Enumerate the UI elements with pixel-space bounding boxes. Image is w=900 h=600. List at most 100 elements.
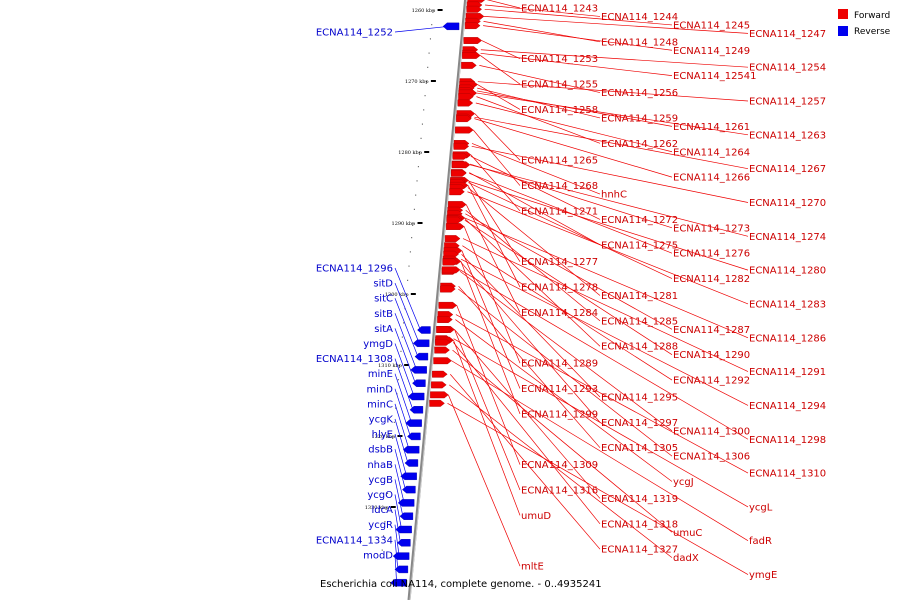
reverse-leader-line: [394, 328, 416, 384]
axis-minor-tick: [417, 166, 419, 168]
reverse-feature-arrow: [407, 392, 425, 401]
reverse-leader-line: [394, 298, 419, 357]
legend-swatch-reverse: [838, 26, 848, 36]
reverse-leader-line: [394, 494, 402, 530]
forward-leader-line: [454, 329, 601, 499]
reverse-feature-label: ECNA114_1252: [316, 28, 393, 39]
forward-feature-arrow: [438, 301, 458, 309]
forward-feature-label: umuD: [521, 511, 551, 522]
forward-leader-line: [453, 340, 521, 516]
genome-axis-line: [407, 0, 468, 600]
forward-feature-label: ECNA114_1306: [673, 452, 750, 463]
forward-leader-line: [483, 16, 749, 34]
forward-feature-label: ECNA114_1270: [749, 198, 826, 209]
forward-leader-line: [480, 49, 749, 68]
forward-feature-arrow: [451, 161, 471, 169]
reverse-leader-line: [394, 358, 414, 410]
forward-leader-line: [471, 143, 601, 195]
forward-leader-line: [476, 96, 601, 144]
axis-minor-tick: [413, 208, 415, 210]
forward-leader-line: [461, 253, 601, 398]
forward-leader-line: [455, 319, 673, 482]
forward-feature-label: ECNA114_1285: [601, 316, 678, 327]
forward-feature-label: ECNA114_1268: [521, 181, 598, 192]
forward-feature-arrow: [434, 346, 450, 354]
forward-feature-label: fadR: [749, 536, 772, 547]
genome-axis-layer: 1260 kbp 1270 kbp 1280 kbp 1290 kbp 1300 kbp…: [365, 0, 468, 600]
forward-feature-label: mltE: [521, 562, 544, 573]
axis-major-tick: [410, 293, 416, 295]
forward-feature-label: ECNA114_1244: [601, 12, 678, 23]
reverse-feature-arrow: [402, 446, 420, 454]
forward-feature-label: ECNA114_1257: [749, 97, 826, 108]
reverse-feature-arrow: [412, 339, 430, 347]
axis-tick-label: 1260 kbp: [412, 8, 436, 14]
forward-feature-label: ECNA114_1248: [601, 37, 678, 48]
legend-label-reverse: Reverse: [854, 27, 891, 37]
forward-leader-line: [452, 349, 673, 533]
forward-feature-arrow: [444, 235, 461, 243]
forward-feature-label: ECNA114_1273: [673, 223, 750, 234]
forward-leader-line: [451, 360, 749, 542]
forward-leader-line: [454, 329, 521, 491]
label-layer: ECNA114_1243ECNA114_1244ECNA114_1245ECNA…: [316, 0, 826, 583]
forward-feature-arrow: [432, 370, 448, 378]
forward-leader-line: [468, 182, 673, 279]
forward-feature-label: ECNA114_1291: [749, 367, 826, 378]
reverse-feature-arrow: [442, 22, 460, 31]
forward-feature-label: ECNA114_1254: [749, 63, 826, 74]
forward-leader-line: [483, 25, 673, 51]
forward-leader-line: [463, 226, 521, 364]
reverse-feature-label: minC: [367, 399, 393, 410]
forward-feature-label: umuC: [673, 528, 702, 539]
forward-leader-line: [474, 118, 673, 178]
forward-feature-arrow: [440, 285, 456, 293]
axis-minor-tick: [395, 407, 397, 409]
forward-feature-label: ECNA114_1278: [521, 283, 598, 294]
axis-minor-tick: [407, 279, 409, 281]
forward-feature-label: ycgL: [749, 502, 773, 513]
axis-major-tick: [417, 222, 423, 224]
reverse-feature-label: sitB: [374, 309, 393, 320]
forward-leader-line: [459, 271, 673, 432]
forward-feature-label: ECNA114_1284: [521, 308, 598, 319]
axis-minor-tick: [387, 492, 389, 494]
forward-feature-label: ECNA114_1299: [521, 409, 598, 420]
reverse-feature-label: ymgD: [363, 339, 393, 350]
forward-leader-line: [470, 155, 601, 220]
forward-leader-line: [485, 4, 601, 17]
genome-caption: Escherichia coli NA114, complete genome.…: [320, 579, 602, 590]
forward-leader-line: [468, 180, 749, 271]
forward-feature-label: ECNA114_1319: [601, 494, 678, 505]
forward-leader-line: [469, 172, 601, 246]
forward-feature-label: ECNA114_1266: [673, 173, 750, 184]
forward-feature-label: ECNA114_1274: [749, 232, 826, 243]
reverse-feature-label: ECNA114_1308: [316, 354, 393, 365]
forward-feature-label: ECNA114_1289: [521, 359, 598, 370]
forward-leader-line: [453, 342, 601, 525]
axis-tick-label: 1270 kbp: [405, 79, 429, 85]
forward-leader-line: [469, 172, 673, 254]
reverse-leader-line: [394, 418, 409, 464]
forward-leader-line: [471, 145, 749, 203]
forward-feature-label: ECNA114_1262: [601, 139, 678, 150]
axis-minor-tick: [405, 294, 407, 295]
axis-major-tick: [430, 80, 436, 82]
reverse-feature-arrow: [412, 379, 426, 387]
forward-leader-line: [465, 209, 601, 322]
forward-leader-line: [476, 90, 673, 127]
forward-feature-arrow: [430, 391, 449, 399]
forward-feature-label: ECNA114_1297: [601, 418, 678, 429]
forward-feature-arrow: [437, 316, 453, 323]
reverse-feature-label: ECNA114_1296: [316, 264, 393, 275]
forward-leader-line: [458, 285, 601, 448]
reverse-leader-line: [394, 282, 420, 344]
forward-feature-label: ECNA114_1258: [521, 105, 598, 116]
axis-minor-tick: [381, 549, 383, 551]
axis-minor-tick: [432, 10, 434, 11]
reverse-leader-line: [394, 539, 399, 570]
reverse-feature-label: hlyE: [372, 430, 393, 441]
forward-feature-label: ECNA114_1247: [749, 29, 826, 40]
forward-feature-label: ECNA114_1290: [673, 350, 750, 361]
